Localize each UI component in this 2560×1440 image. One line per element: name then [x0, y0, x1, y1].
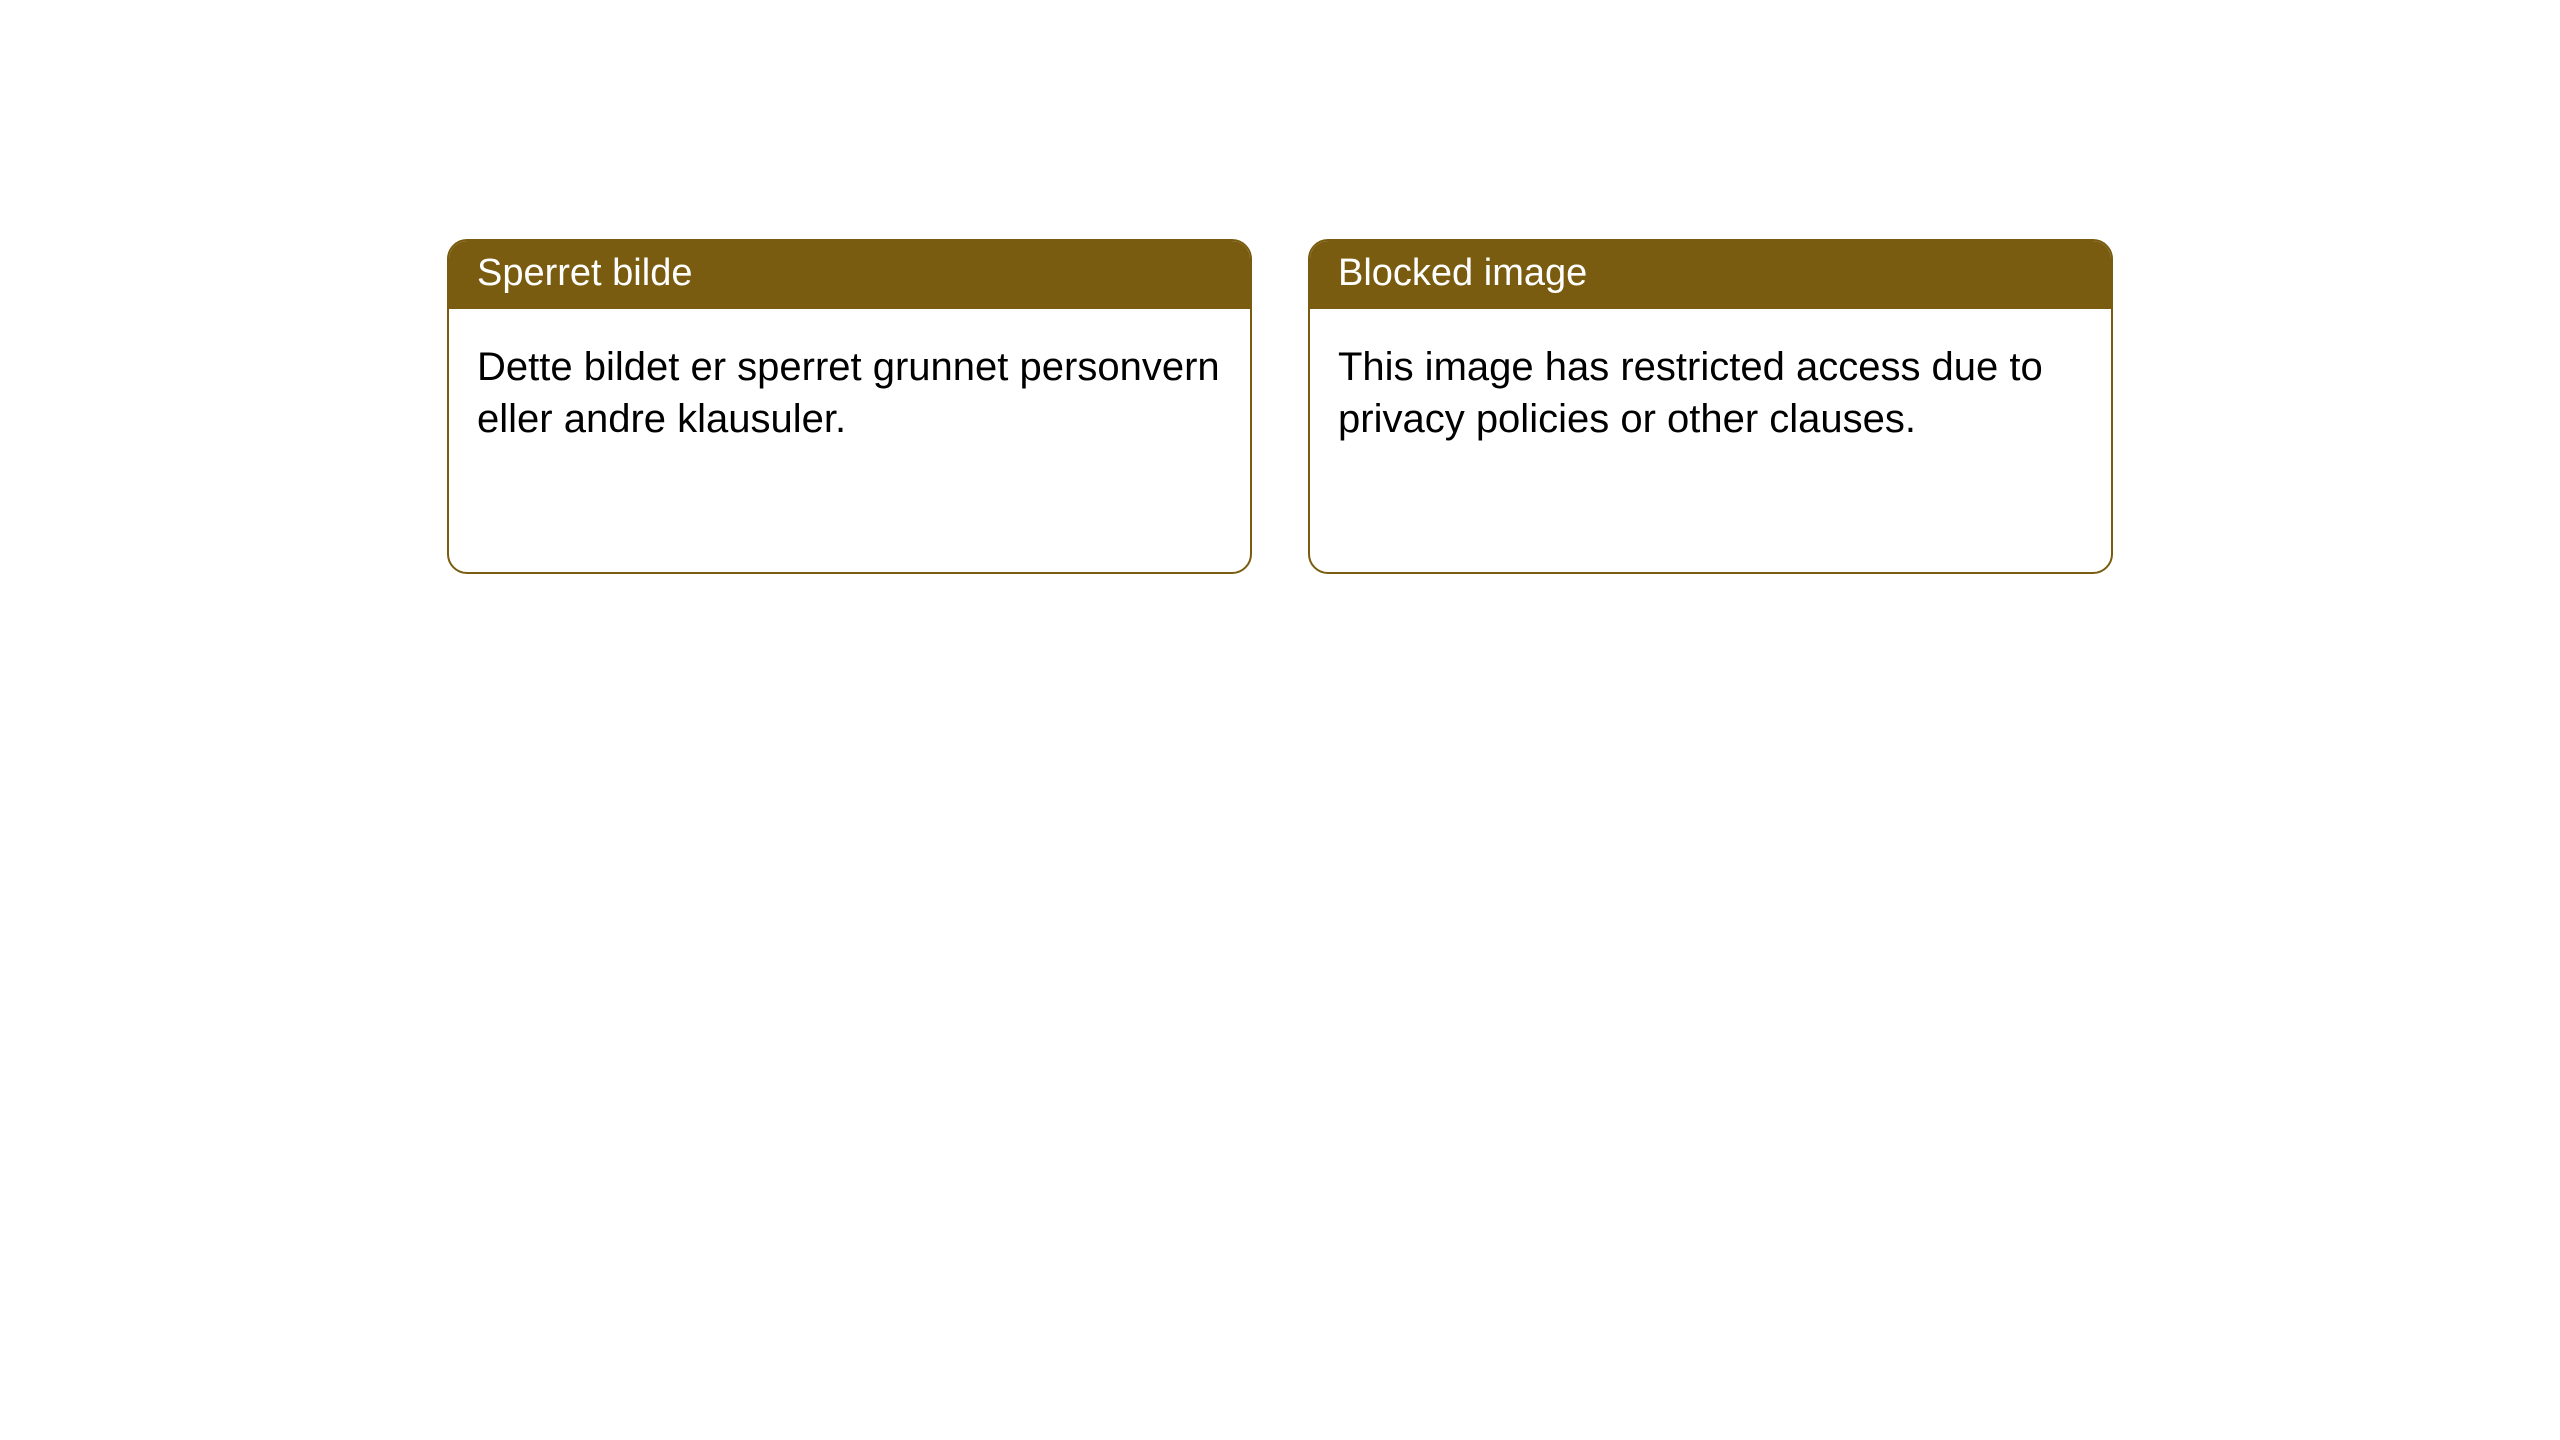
notice-container: Sperret bilde Dette bildet er sperret gr…: [447, 239, 2113, 574]
notice-body-norwegian: Dette bildet er sperret grunnet personve…: [449, 309, 1250, 477]
notice-header-english: Blocked image: [1310, 241, 2111, 309]
notice-card-english: Blocked image This image has restricted …: [1308, 239, 2113, 574]
notice-header-norwegian: Sperret bilde: [449, 241, 1250, 309]
notice-body-english: This image has restricted access due to …: [1310, 309, 2111, 477]
notice-card-norwegian: Sperret bilde Dette bildet er sperret gr…: [447, 239, 1252, 574]
